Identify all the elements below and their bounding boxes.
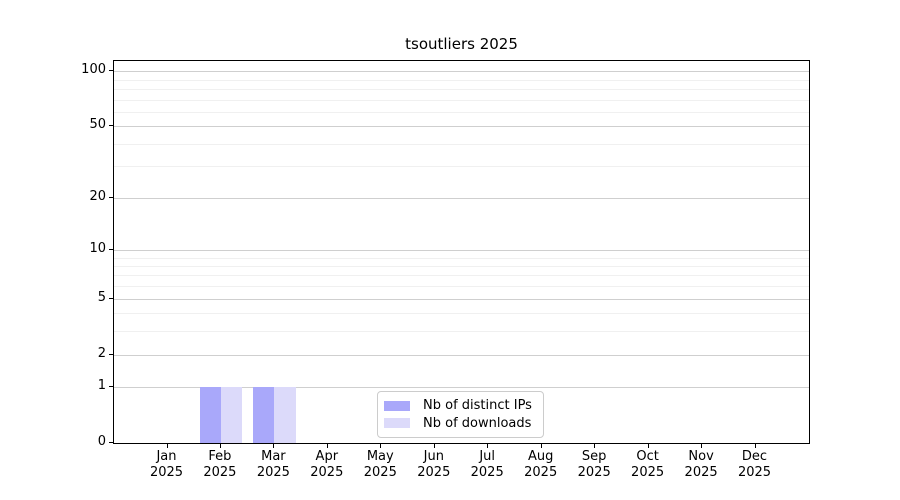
x-tick-label: Apr 2025 (297, 449, 357, 481)
chart-title: tsoutliers 2025 (405, 35, 518, 53)
bar-nb-of-distinct-ips (253, 387, 275, 443)
plot-area (113, 60, 810, 444)
bar-nb-of-distinct-ips (199, 387, 221, 443)
x-tick-mark (647, 444, 649, 448)
x-tick-year: 2025 (256, 465, 290, 480)
y-tick-label: 100 (81, 62, 106, 78)
legend-item-distinct-ips: Nb of distinct IPs (384, 398, 535, 413)
legend-label-distinct-ips: Nb of distinct IPs (423, 398, 532, 414)
x-tick-mark (380, 444, 382, 448)
minor-gridline (114, 79, 809, 81)
x-tick-year: 2025 (417, 465, 451, 480)
x-tick-mark (326, 444, 328, 448)
legend-item-downloads: Nb of downloads (384, 416, 535, 431)
minor-gridline (114, 99, 809, 101)
x-tick-month: Jul (479, 449, 496, 464)
x-tick-label: May 2025 (350, 449, 410, 481)
x-tick-year: 2025 (524, 465, 558, 480)
y-tick-mark (109, 70, 113, 72)
legend: Nb of distinct IPs Nb of downloads (377, 391, 544, 438)
y-tick-mark (109, 442, 113, 443)
x-tick-label: Aug 2025 (511, 449, 571, 481)
y-tick-label: 50 (89, 117, 106, 133)
y-tick-label: 20 (89, 188, 106, 204)
x-tick-mark (487, 444, 489, 448)
x-tick-label: Jan 2025 (137, 449, 197, 481)
y-tick-label: 0 (97, 434, 106, 449)
x-tick-label: Sep 2025 (564, 449, 624, 481)
x-tick-label: Jun 2025 (404, 449, 464, 481)
x-tick-year: 2025 (203, 465, 237, 480)
x-tick-mark (166, 444, 168, 448)
x-tick-month: Aug (527, 449, 554, 464)
minor-gridline (114, 111, 809, 113)
x-tick-year: 2025 (737, 465, 772, 480)
y-tick-label: 10 (89, 240, 106, 256)
legend-swatch-distinct-ips (384, 400, 410, 411)
y-tick-mark (109, 248, 113, 250)
x-tick-month: Dec (741, 449, 768, 464)
minor-gridline (114, 88, 809, 90)
bar-nb-of-downloads (274, 387, 296, 443)
y-tick-mark (109, 353, 113, 355)
x-tick-year: 2025 (631, 465, 665, 480)
x-tick-month: Feb (208, 449, 232, 464)
x-tick-month: Oct (636, 449, 659, 464)
x-tick-year: 2025 (470, 465, 504, 480)
x-tick-mark (754, 444, 756, 448)
minor-gridline (114, 257, 809, 259)
y-tick-mark (109, 297, 113, 299)
y-tick-label: 2 (97, 345, 106, 361)
x-tick-mark (273, 444, 275, 448)
x-tick-month: Nov (688, 449, 714, 464)
x-tick-month: Jun (423, 449, 444, 464)
minor-gridline (114, 331, 809, 333)
x-tick-month: Jan (156, 449, 177, 464)
major-gridline (114, 387, 809, 389)
minor-gridline (114, 275, 809, 277)
y-tick-mark (109, 386, 113, 388)
x-tick-year: 2025 (684, 465, 718, 480)
x-tick-year: 2025 (577, 465, 611, 480)
major-gridline (114, 71, 809, 73)
x-tick-mark (433, 444, 435, 448)
major-gridline (114, 249, 809, 251)
x-tick-month: Sep (581, 449, 607, 464)
x-tick-month: May (366, 449, 394, 464)
legend-label-downloads: Nb of downloads (423, 415, 532, 431)
x-tick-year: 2025 (310, 465, 344, 480)
x-tick-mark (219, 444, 221, 448)
y-tick-mark (109, 196, 113, 198)
y-tick-label: 1 (97, 378, 106, 394)
major-gridline (114, 354, 809, 356)
legend-swatch-downloads (384, 418, 410, 429)
major-gridline (114, 197, 809, 199)
y-tick-label: 5 (97, 289, 106, 305)
x-tick-year: 2025 (149, 465, 184, 480)
minor-gridline (114, 143, 809, 145)
major-gridline (114, 298, 809, 300)
x-tick-mark (701, 444, 703, 448)
x-tick-year: 2025 (363, 465, 397, 480)
minor-gridline (114, 265, 809, 267)
x-tick-label: Nov 2025 (671, 449, 731, 481)
x-tick-label: Mar 2025 (243, 449, 303, 481)
x-tick-label: Jul 2025 (457, 449, 517, 481)
bar-nb-of-downloads (220, 387, 243, 443)
plot-inner (114, 61, 809, 443)
x-tick-mark (540, 444, 542, 448)
major-gridline (114, 126, 809, 128)
x-tick-month: Mar (261, 449, 286, 464)
x-tick-mark (594, 444, 596, 448)
x-tick-label: Dec 2025 (725, 449, 785, 481)
x-tick-label: Feb 2025 (190, 449, 250, 481)
x-tick-month: Apr (315, 449, 339, 464)
x-tick-label: Oct 2025 (618, 449, 678, 481)
minor-gridline (114, 313, 809, 315)
y-tick-mark (109, 125, 113, 127)
minor-gridline (114, 286, 809, 288)
minor-gridline (114, 166, 809, 168)
